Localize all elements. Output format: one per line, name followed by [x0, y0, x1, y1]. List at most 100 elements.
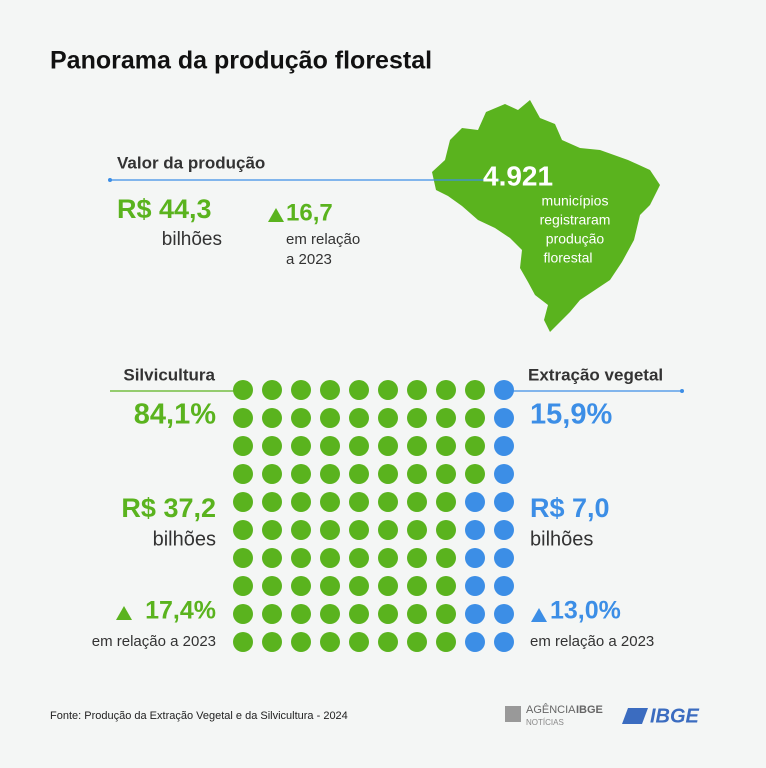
waffle-dot	[320, 604, 340, 624]
waffle-dot	[407, 604, 427, 624]
waffle-dot	[494, 520, 514, 540]
waffle-dot	[262, 632, 282, 652]
waffle-dot	[407, 548, 427, 568]
title: Panorama da produção florestal	[50, 47, 432, 75]
waffle-dot	[233, 464, 253, 484]
waffle-dot	[262, 520, 282, 540]
waffle-dot	[436, 576, 456, 596]
waffle-dot	[407, 520, 427, 540]
logo-icon	[505, 706, 521, 722]
waffle-dot	[349, 464, 369, 484]
waffle-dot	[407, 380, 427, 400]
change: 13,0%	[550, 597, 621, 625]
waffle-dot	[233, 380, 253, 400]
unit: bilhões	[153, 528, 216, 550]
waffle-dot	[494, 632, 514, 652]
value: R$ 37,2	[121, 493, 216, 523]
waffle-dot	[291, 604, 311, 624]
waffle-dot	[378, 436, 398, 456]
waffle-dot	[407, 576, 427, 596]
share: 84,1%	[134, 399, 216, 431]
value: R$ 7,0	[530, 493, 610, 523]
logo-text: IBGE	[576, 704, 603, 716]
waffle-dot	[465, 436, 485, 456]
waffle-dot	[320, 576, 340, 596]
waffle-dot	[262, 380, 282, 400]
waffle-dot	[349, 632, 369, 652]
waffle-dot	[465, 548, 485, 568]
waffle-dot	[349, 492, 369, 512]
brazil-map	[432, 100, 660, 332]
source: Fonte: Produção da Extração Vegetal e da…	[50, 710, 348, 722]
map-text: registraram	[540, 212, 611, 228]
waffle-dot	[407, 492, 427, 512]
map-text: produção	[546, 231, 605, 247]
waffle-dot	[494, 408, 514, 428]
waffle-dot	[349, 380, 369, 400]
waffle	[233, 380, 514, 652]
waffle-dot	[291, 492, 311, 512]
waffle-dot	[320, 548, 340, 568]
waffle-dot	[233, 408, 253, 428]
waffle-dot	[378, 520, 398, 540]
waffle-dot	[436, 380, 456, 400]
divider-dot	[680, 389, 684, 393]
change-note: em relação	[286, 231, 360, 248]
section-label: Silvicultura	[123, 365, 215, 384]
waffle-dot	[436, 408, 456, 428]
waffle-dot	[494, 436, 514, 456]
waffle-dot	[233, 436, 253, 456]
share: 15,9%	[530, 399, 612, 431]
change: 16,7	[286, 199, 333, 226]
waffle-dot	[465, 380, 485, 400]
waffle-dot	[407, 632, 427, 652]
waffle-dot	[233, 604, 253, 624]
change-note: em relação a 2023	[92, 633, 216, 650]
waffle-dot	[349, 520, 369, 540]
waffle-dot	[436, 632, 456, 652]
waffle-dot	[262, 436, 282, 456]
waffle-dot	[465, 408, 485, 428]
waffle-dot	[291, 520, 311, 540]
waffle-dot	[291, 436, 311, 456]
waffle-dot	[262, 604, 282, 624]
logo-ibge: IBGE	[650, 705, 700, 727]
waffle-dot	[262, 492, 282, 512]
waffle-dot	[407, 436, 427, 456]
waffle-dot	[436, 520, 456, 540]
waffle-dot	[465, 492, 485, 512]
up-arrow	[116, 606, 132, 620]
waffle-dot	[291, 576, 311, 596]
waffle-dot	[320, 380, 340, 400]
waffle-dot	[349, 408, 369, 428]
waffle-dot	[465, 604, 485, 624]
waffle-dot	[233, 520, 253, 540]
waffle-dot	[465, 632, 485, 652]
waffle-dot	[465, 464, 485, 484]
logo-icon	[622, 708, 648, 724]
waffle-dot	[378, 380, 398, 400]
waffle-dot	[320, 632, 340, 652]
waffle-dot	[291, 408, 311, 428]
map-text: municípios	[542, 193, 609, 209]
waffle-dot	[320, 492, 340, 512]
waffle-dot	[436, 464, 456, 484]
waffle-dot	[262, 576, 282, 596]
waffle-dot	[494, 576, 514, 596]
waffle-dot	[262, 408, 282, 428]
logo-text: AGÊNCIA	[526, 703, 576, 716]
waffle-dot	[407, 464, 427, 484]
section-label: Valor da produção	[117, 153, 265, 172]
waffle-dot	[233, 632, 253, 652]
value: R$ 44,3	[117, 194, 212, 224]
waffle-dot	[262, 548, 282, 568]
waffle-dot	[494, 604, 514, 624]
change-note: em relação a 2023	[530, 633, 654, 650]
unit: bilhões	[162, 229, 222, 250]
waffle-dot	[494, 492, 514, 512]
logo-text: NOTÍCIAS	[526, 718, 564, 727]
change-note: a 2023	[286, 251, 332, 268]
waffle-dot	[233, 576, 253, 596]
